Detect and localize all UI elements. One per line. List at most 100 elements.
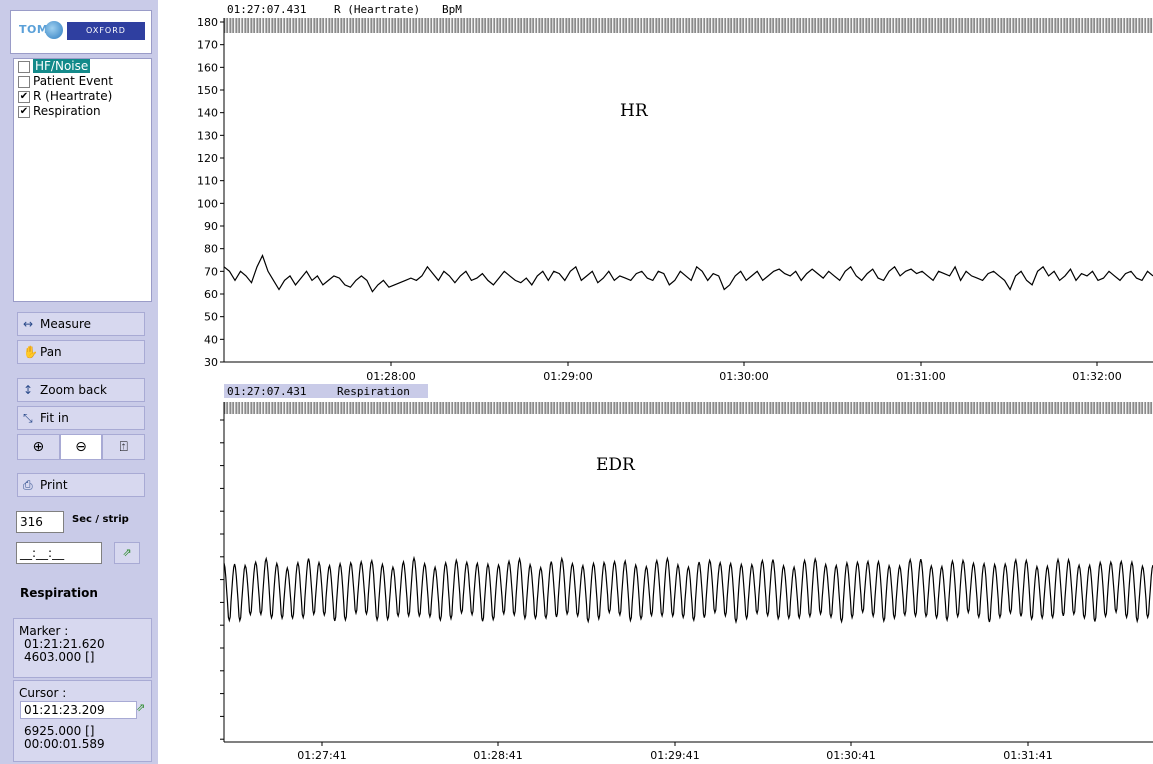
marker-strip-tick [876,402,878,414]
marker-strip-tick [996,402,998,414]
marker-strip-tick [294,402,296,414]
checkbox[interactable] [18,61,30,73]
marker-strip-tick [576,18,578,33]
marker-strip-tick [1002,18,1004,33]
marker-strip-tick [834,18,836,33]
marker-strip-tick [621,402,623,414]
marker-strip-tick [855,402,857,414]
marker-strip-tick [582,18,584,33]
marker-strip-tick [762,402,764,414]
channel-item-heartrate[interactable]: ✔ R (Heartrate) [14,89,151,104]
marker-strip-tick [336,402,338,414]
marker-strip-tick [981,18,983,33]
fit-in-button[interactable]: ⤡ Fit in [17,406,145,430]
marker-strip-tick [678,402,680,414]
checkbox[interactable] [18,76,30,88]
marker-strip-tick [798,402,800,414]
marker-strip-tick [654,402,656,414]
marker-strip-tick [333,402,335,414]
marker-strip-tick [864,402,866,414]
edr-x-tick-label: 01:31:41 [1003,749,1052,762]
goto-time-button[interactable]: ⇗ [114,542,140,564]
marker-strip-tick [627,18,629,33]
marker-strip-tick [591,402,593,414]
marker-strip-tick [240,18,242,33]
marker-strip-tick [333,18,335,33]
heartrate-chart[interactable]: 01:27:07.431 R (Heartrate) BpM 180 170 160… [160,0,1153,380]
marker-strip-tick [1125,402,1127,414]
marker-strip-tick [483,402,485,414]
marker-strip-tick [1074,402,1076,414]
pan-button[interactable]: ✋ Pan [17,340,145,364]
marker-strip-tick [828,402,830,414]
marker-strip-tick [891,18,893,33]
marker-strip-tick [1050,18,1052,33]
marker-strip-tick [1110,18,1112,33]
marker-strip-tick [753,18,755,33]
marker-strip-tick [264,18,266,33]
marker-strip-tick [951,402,953,414]
marker-strip-tick [585,402,587,414]
marker-strip-tick [846,402,848,414]
marker-strip-tick [558,18,560,33]
marker-strip-tick [1071,402,1073,414]
marker-strip-tick [1113,402,1115,414]
marker-strip-tick [750,18,752,33]
marker-strip-tick [759,18,761,33]
marker-strip-tick [417,18,419,33]
marker-strip-tick [1089,402,1091,414]
marker-strip-tick [645,18,647,33]
edr-x-ticks: 01:27:41 01:28:41 01:29:41 01:30:41 01:31:41 [297,742,1053,762]
zoom-vertical-icon[interactable]: ⍐ [102,434,146,460]
zoom-back-button[interactable]: ↕ Zoom back [17,378,145,402]
respiration-chart[interactable]: 01:27:07.431 Respiration 01:27:41 01:28:4… [160,380,1153,764]
marker-strip-tick [513,402,515,414]
channel-item-respiration[interactable]: ✔ Respiration [14,104,151,119]
marker-strip-tick [633,18,635,33]
channel-item-hf-noise[interactable]: HF/Noise [14,59,151,74]
marker-strip-tick [1113,18,1115,33]
marker-strip-tick [603,402,605,414]
marker-strip-tick [726,402,728,414]
zoom-in-icon[interactable]: ⊕ [17,434,60,460]
edr-header: 01:27:07.431 Respiration [227,385,410,398]
marker-strip-tick [924,402,926,414]
marker-strip-tick [924,18,926,33]
marker-strip-tick [576,402,578,414]
edr-x-tick-label: 01:30:41 [826,749,875,762]
selected-channel-name: Respiration [20,586,98,600]
marker-strip-tick [474,18,476,33]
checkbox-checked[interactable]: ✔ [18,91,30,103]
zoom-out-icon[interactable]: ⊖ [59,434,103,460]
measure-button[interactable]: ↔ Measure [17,312,145,336]
print-button[interactable]: ⎙ Print [17,473,145,497]
marker-strip-tick [435,402,437,414]
goto-time-input[interactable]: __:__:__ [16,542,102,564]
marker-strip-tick [780,18,782,33]
edr-axes [223,402,1153,743]
marker-strip-tick [1011,402,1013,414]
seconds-per-strip-input[interactable]: 316 [16,511,64,533]
marker-strip-tick [1035,18,1037,33]
marker-strip-tick [600,18,602,33]
marker-strip-tick [405,402,407,414]
marker-strip-tick [237,402,239,414]
marker-strip-tick [1044,402,1046,414]
marker-strip-tick [840,18,842,33]
marker-strip-tick [954,18,956,33]
marker-strip-tick [993,18,995,33]
checkbox-checked[interactable]: ✔ [18,106,30,118]
marker-strip-tick [918,402,920,414]
marker-strip-tick [528,402,530,414]
marker-strip-tick [258,402,260,414]
marker-strip-tick [888,402,890,414]
channel-item-patient-event[interactable]: Patient Event [14,74,151,89]
marker-strip-tick [459,18,461,33]
marker-strip-tick [573,18,575,33]
marker-strip-tick [579,18,581,33]
marker-strip-tick [243,18,245,33]
marker-strip-tick [717,402,719,414]
cursor-goto-icon[interactable]: ⇗ [136,701,146,714]
marker-strip-tick [858,18,860,33]
marker-strip-tick [1140,402,1142,414]
